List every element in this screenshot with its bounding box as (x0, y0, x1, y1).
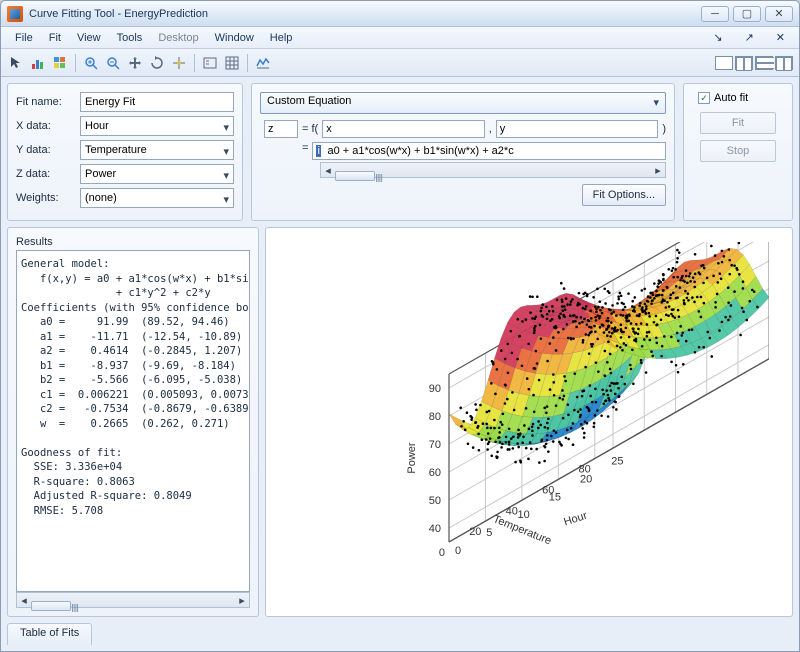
svg-text:0: 0 (455, 545, 461, 557)
menu-file[interactable]: File (7, 30, 41, 46)
svg-text:40: 40 (506, 505, 518, 517)
legend-icon[interactable] (201, 54, 219, 72)
palette-icon[interactable] (51, 54, 69, 72)
weights-label: Weights: (16, 192, 74, 204)
autofit-checkbox[interactable]: ✓Auto fit (698, 92, 784, 104)
rotate-icon[interactable] (148, 54, 166, 72)
svg-text:20: 20 (580, 473, 592, 485)
svg-text:80: 80 (429, 411, 441, 423)
results-scrollbar[interactable]: ◂ǁǁ▸ (16, 592, 250, 608)
fit-control-panel: ✓Auto fit Fit Stop (683, 83, 793, 221)
window-title: Curve Fitting Tool - EnergyPrediction (29, 8, 701, 20)
xdata-combo[interactable]: Hour (80, 116, 234, 136)
fit-type-combo[interactable]: Custom Equation (260, 92, 666, 114)
svg-text:60: 60 (429, 467, 441, 479)
fitname-label: Fit name: (16, 96, 74, 108)
ydata-combo[interactable]: Temperature (80, 140, 234, 160)
residuals-icon[interactable] (254, 54, 272, 72)
menu-help[interactable]: Help (262, 30, 301, 46)
svg-text:90: 90 (429, 383, 441, 395)
svg-text:50: 50 (429, 495, 441, 507)
menu-fit[interactable]: Fit (41, 30, 69, 46)
eq-text-comma: , (489, 123, 492, 135)
pointer-icon[interactable] (7, 54, 25, 72)
eq-output[interactable]: z (264, 120, 298, 138)
toolbar (1, 49, 799, 77)
app-icon (7, 6, 23, 22)
svg-text:20: 20 (469, 526, 481, 538)
svg-text:15: 15 (549, 491, 561, 503)
plot-area[interactable]: 4050607080900204060800510152025PowerTemp… (265, 227, 793, 617)
grid-icon[interactable] (223, 54, 241, 72)
layout-2col-icon[interactable] (735, 56, 753, 70)
zoom-in-icon[interactable] (82, 54, 100, 72)
zoom-out-icon[interactable] (104, 54, 122, 72)
eq-text-fopen: = f( (302, 123, 318, 135)
eq-prefix: = (302, 142, 308, 162)
close-button[interactable]: ✕ (765, 6, 793, 22)
results-panel: Results General model: f(x,y) = a0 + a1*… (7, 227, 259, 617)
svg-text:10: 10 (517, 509, 529, 521)
eq-x-input[interactable]: x (322, 120, 485, 138)
fit-button[interactable]: Fit (700, 112, 776, 134)
minimize-button[interactable]: ─ (701, 6, 729, 22)
results-header: Results (16, 236, 250, 248)
results-text[interactable]: General model: f(x,y) = a0 + a1*cos(w*x)… (16, 250, 250, 592)
layout-2row-icon[interactable] (755, 56, 773, 70)
svg-text:Power: Power (406, 442, 418, 474)
formula-scrollbar[interactable]: ◂ǁǁ▸ (320, 162, 666, 178)
svg-text:25: 25 (611, 456, 623, 468)
pan-icon[interactable] (126, 54, 144, 72)
fitname-input[interactable]: Energy Fit (80, 92, 234, 112)
svg-text:0: 0 (439, 547, 445, 559)
menu-tools[interactable]: Tools (109, 30, 151, 46)
autofit-label: Auto fit (714, 92, 748, 104)
svg-text:Hour: Hour (562, 510, 589, 529)
layout-grid-icon[interactable] (775, 56, 793, 70)
eq-y-input[interactable]: y (496, 120, 659, 138)
zdata-combo[interactable]: Power (80, 164, 234, 184)
ydata-label: Y data: (16, 144, 74, 156)
eq-text-close: ) (662, 123, 666, 135)
panel-close-icon[interactable]: ✕ (768, 29, 793, 46)
undock-icon[interactable]: ↗ (737, 29, 762, 46)
weights-combo[interactable]: (none) (80, 188, 234, 208)
equation-panel: Custom Equation z = f( x , y ) = i a0 + … (251, 83, 675, 221)
menu-bar: File Fit View Tools Desktop Window Help … (1, 27, 799, 49)
tab-table-of-fits[interactable]: Table of Fits (7, 623, 92, 645)
data-selection-panel: Fit name: Energy Fit X data: Hour Y data: T… (7, 83, 243, 221)
chart-icon[interactable] (29, 54, 47, 72)
formula-input[interactable]: i a0 + a1*cos(w*x) + b1*sin(w*x) + a2*c (312, 142, 666, 160)
svg-text:5: 5 (486, 527, 492, 539)
stop-button[interactable]: Stop (700, 140, 776, 162)
title-bar: Curve Fitting Tool - EnergyPrediction ─ … (1, 1, 799, 27)
svg-text:40: 40 (429, 523, 441, 535)
maximize-button[interactable]: ▢ (733, 6, 761, 22)
menu-desktop[interactable]: Desktop (150, 30, 206, 46)
dock-toggle-icon[interactable]: ↘ (705, 29, 730, 46)
menu-view[interactable]: View (69, 30, 109, 46)
xdata-label: X data: (16, 120, 74, 132)
data-cursor-icon[interactable] (170, 54, 188, 72)
zdata-label: Z data: (16, 168, 74, 180)
svg-text:70: 70 (429, 439, 441, 451)
fit-options-button[interactable]: Fit Options... (582, 184, 666, 206)
menu-window[interactable]: Window (207, 30, 262, 46)
layout-single-icon[interactable] (715, 56, 733, 70)
